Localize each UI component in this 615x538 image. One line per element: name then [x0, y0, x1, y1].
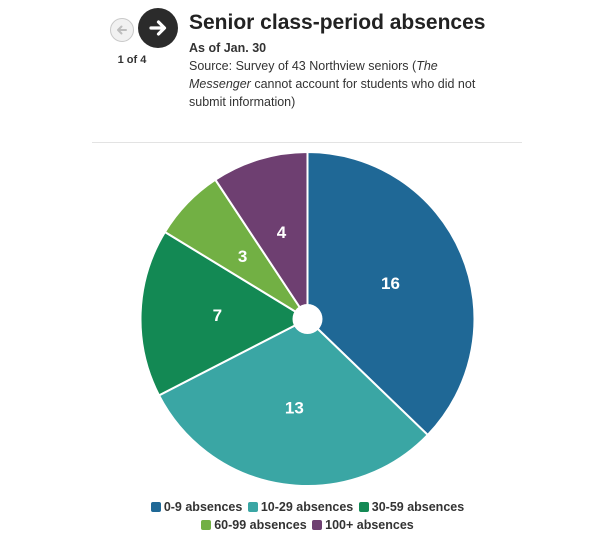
chart-legend: 0-9 absences 10-29 absences 30-59 absenc…: [120, 498, 495, 534]
arrow-right-icon: [149, 20, 167, 36]
chart-title: Senior class-period absences: [189, 11, 486, 34]
source-prefix: Survey of 43 Northview seniors (: [235, 59, 417, 73]
next-button[interactable]: [138, 8, 178, 48]
legend-label: 0-9 absences: [163, 500, 243, 514]
legend-swatch: [247, 502, 258, 512]
previous-button[interactable]: [110, 18, 134, 42]
legend-item-1[interactable]: 0-9 absences: [150, 498, 243, 516]
legend-swatch: [358, 502, 369, 512]
page-indicator: 1 of 4: [117, 54, 147, 66]
slice-value-label-2: 13: [285, 399, 304, 418]
source-suffix: cannot account for students who did not …: [189, 77, 476, 109]
chart-header: Senior class-period absences As of Jan. …: [189, 10, 489, 111]
slice-value-label-4: 3: [238, 247, 247, 266]
arrow-left-icon: [117, 25, 127, 35]
source-prefix-label: Source:: [189, 59, 236, 73]
pie-slice-5[interactable]: [213, 150, 309, 323]
legend-label: 100+ absences: [325, 518, 414, 532]
legend-label: 10-29 absences: [260, 500, 354, 514]
pie-slice-1[interactable]: [306, 150, 476, 437]
legend-item-3[interactable]: 30-59 absences: [358, 498, 465, 516]
header-divider: [92, 142, 522, 143]
legend-label: 30-59 absences: [371, 500, 465, 514]
chart-source-note: Source: Survey of 43 Northview seniors (…: [189, 57, 489, 111]
pie-slice-3[interactable]: [139, 230, 310, 397]
legend-swatch: [150, 502, 161, 512]
slice-value-label-5: 4: [277, 223, 287, 242]
chart-navigation: 1 of 4: [107, 8, 179, 68]
source-publication: The Messenger: [189, 59, 438, 91]
legend-swatch: [201, 520, 212, 530]
slice-value-label-1: 16: [381, 274, 400, 293]
legend-swatch: [312, 520, 323, 530]
legend-item-2[interactable]: 10-29 absences: [247, 498, 354, 516]
pie-center-hole: [292, 304, 323, 334]
legend-item-5[interactable]: 100+ absences: [312, 516, 414, 534]
chart-subtitle: As of Jan. 30: [189, 41, 267, 55]
legend-label: 60-99 absences: [214, 518, 307, 532]
slice-value-label-3: 7: [213, 306, 222, 325]
pie-slice-2[interactable]: [157, 317, 430, 487]
legend-item-4[interactable]: 60-99 absences: [201, 516, 307, 534]
